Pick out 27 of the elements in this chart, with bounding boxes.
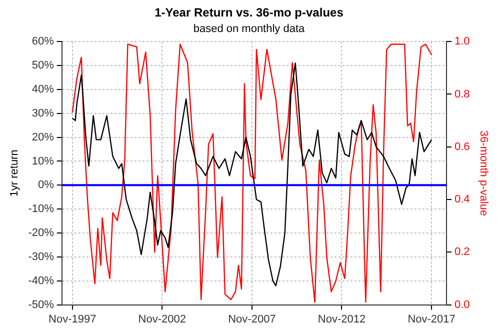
y2-tick-label: 0.8: [454, 88, 470, 100]
y-tick-label: 10%: [32, 155, 54, 168]
chart-subtitle: based on monthly data: [193, 23, 306, 36]
y2-tick-label: 0.4: [454, 194, 470, 206]
y2-axis-title: 36-month p-value: [477, 130, 490, 216]
y-tick-label: -50%: [28, 298, 54, 311]
x-tick-label: Nov-1997: [48, 313, 96, 326]
y-tick-label: 40%: [32, 83, 54, 96]
y-tick-label: 30%: [32, 107, 54, 120]
y-tick-label: -20%: [28, 227, 54, 240]
x-tick-label: Nov-2012: [318, 313, 366, 326]
y-tick-label: 20%: [32, 131, 54, 144]
y-tick-label: -40%: [28, 274, 54, 287]
y2-tick-label: 1.0: [454, 36, 470, 48]
y-tick-label: -10%: [28, 203, 54, 216]
chart-title: 1-Year Return vs. 36-mo p-values: [154, 6, 344, 20]
y-tick-label: 0%: [38, 179, 54, 192]
y2-tick-label: 0.2: [454, 246, 470, 258]
y-tick-label: 50%: [32, 60, 54, 72]
y-axis-title: 1yr return: [8, 150, 21, 197]
x-tick-label: Nov-2007: [228, 313, 276, 326]
y2-tick-label: 0.0: [454, 298, 470, 311]
y-tick-label: 60%: [32, 36, 54, 48]
x-tick-label: Nov-2017: [408, 313, 456, 326]
y2-tick-label: 0.6: [454, 140, 470, 153]
y-tick-label: -30%: [28, 250, 54, 263]
x-tick-label: Nov-2002: [138, 313, 186, 326]
